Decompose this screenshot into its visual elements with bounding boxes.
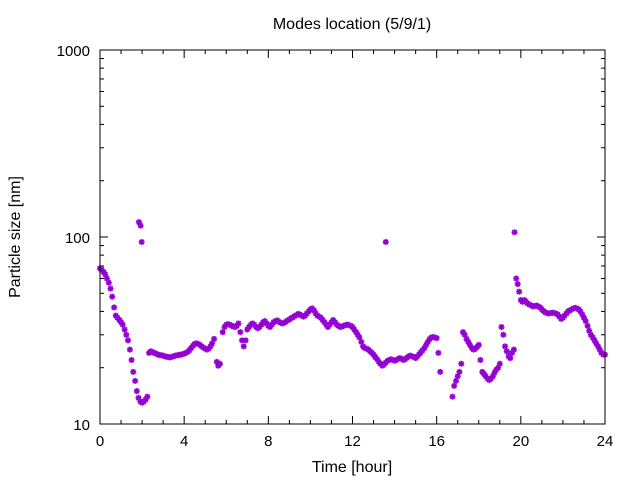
data-point — [433, 335, 440, 342]
x-tick-label: 4 — [180, 433, 188, 450]
data-point — [382, 239, 389, 246]
data-point — [242, 337, 249, 344]
data-point — [144, 393, 151, 400]
data-point — [498, 324, 505, 331]
y-axis-label: Particle size [nm] — [7, 176, 24, 298]
data-point — [449, 393, 456, 400]
data-points — [97, 219, 608, 406]
data-point — [135, 394, 142, 401]
data-point — [123, 331, 130, 338]
data-point — [240, 343, 247, 350]
data-point — [358, 338, 365, 345]
x-tick-label: 24 — [597, 433, 614, 450]
data-point — [137, 222, 144, 229]
data-point — [516, 288, 523, 295]
data-point — [124, 337, 131, 344]
data-point — [582, 318, 589, 325]
data-point — [500, 331, 507, 338]
data-point — [458, 360, 465, 367]
data-point — [216, 360, 223, 367]
data-point — [451, 382, 458, 389]
data-point — [502, 343, 509, 350]
plot-frame — [99, 49, 606, 425]
chart-title: Modes location (5/9/1) — [273, 16, 431, 33]
data-point — [510, 346, 517, 353]
data-point — [435, 349, 442, 356]
data-point — [496, 360, 503, 367]
data-point — [133, 388, 140, 395]
x-tick-label: 0 — [96, 433, 104, 450]
data-point — [511, 229, 518, 236]
data-point — [219, 329, 226, 336]
x-tick-label: 8 — [264, 433, 272, 450]
data-point — [584, 322, 591, 329]
data-point — [477, 356, 484, 363]
data-point — [119, 321, 126, 328]
data-point — [121, 326, 128, 333]
data-point — [107, 285, 114, 292]
data-point — [211, 335, 218, 342]
data-point — [128, 356, 135, 363]
x-axis-label: Time [hour] — [312, 459, 392, 476]
data-point — [475, 341, 482, 348]
y-tick-label: 1000 — [57, 43, 90, 60]
data-point — [437, 368, 444, 375]
data-point — [138, 239, 145, 246]
y-tick-label: 10 — [73, 417, 90, 434]
data-point — [513, 275, 520, 282]
x-tick-label: 12 — [344, 433, 361, 450]
data-point — [126, 346, 133, 353]
data-point — [507, 355, 514, 362]
data-point — [235, 320, 242, 327]
data-point — [105, 279, 112, 286]
data-point — [109, 293, 116, 300]
data-point — [237, 329, 244, 336]
data-point — [132, 377, 139, 384]
x-tick-label: 16 — [428, 433, 445, 450]
data-point — [456, 368, 463, 375]
data-point — [130, 368, 137, 375]
data-point — [503, 348, 510, 355]
x-tick-label: 20 — [512, 433, 529, 450]
data-point — [111, 304, 118, 311]
data-point — [514, 281, 521, 288]
y-tick-label: 100 — [65, 230, 90, 247]
axes: 0 4 8 12 16 20 24 10 100 1000 — [57, 43, 614, 450]
